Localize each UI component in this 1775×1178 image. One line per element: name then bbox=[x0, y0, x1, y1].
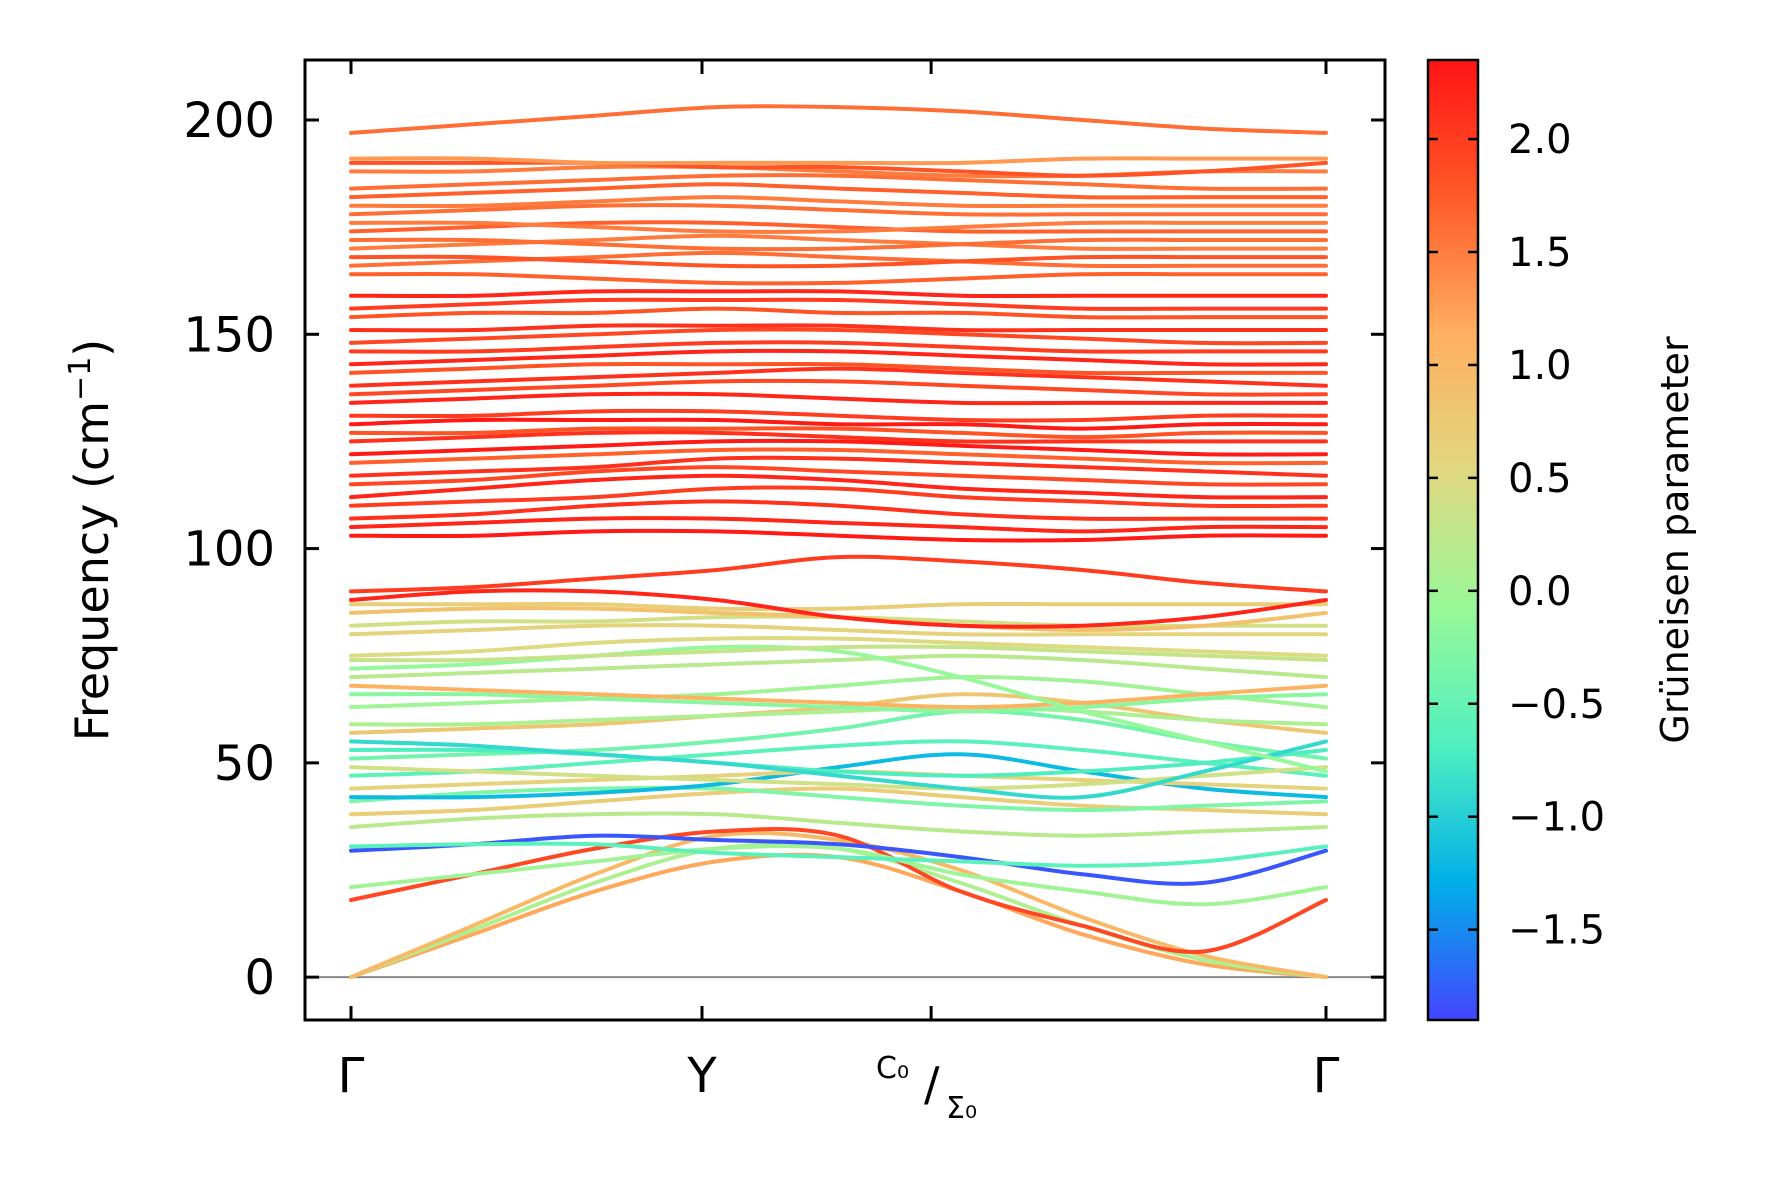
band-hi-1 bbox=[349, 271, 1328, 286]
band-opt-2 bbox=[349, 516, 1328, 534]
colorbar-tick-label: 1.0 bbox=[1508, 343, 1572, 389]
y-tick-label: 200 bbox=[183, 93, 275, 149]
band-hi-13 bbox=[349, 160, 1328, 178]
band-opt-9 bbox=[349, 438, 1328, 457]
band-low-a bbox=[349, 827, 1328, 954]
band-low-r bbox=[349, 691, 1328, 714]
y-axis-label-close: ) bbox=[65, 339, 119, 357]
band-mid-b bbox=[349, 554, 1328, 594]
y-axis-label-sup: −1 bbox=[63, 357, 98, 401]
y-tick-label: 50 bbox=[214, 736, 275, 792]
band-low-v bbox=[349, 644, 1328, 663]
kpoint-label-sigma0: Σ₀ bbox=[946, 1091, 977, 1126]
y-axis-label-main: Frequency (cm bbox=[65, 401, 119, 741]
y-tick-label: 100 bbox=[183, 522, 275, 578]
kpoint-label-slash: / bbox=[924, 1057, 940, 1111]
kpoint-label-y: Y bbox=[686, 1048, 717, 1104]
band-opt-24 bbox=[349, 289, 1328, 299]
band-opt-1 bbox=[349, 528, 1328, 543]
y-axis-label: Frequency (cm−1) bbox=[63, 339, 119, 742]
colorbar bbox=[1426, 58, 1480, 1022]
band-opt-16 bbox=[349, 366, 1328, 388]
band-opt-5 bbox=[349, 473, 1328, 500]
band-hi-5 bbox=[349, 237, 1328, 252]
band-mid-a bbox=[349, 588, 1328, 629]
band-hi-10 bbox=[349, 182, 1328, 200]
colorbar-tick-label: −1.0 bbox=[1508, 795, 1605, 841]
band-opt-21 bbox=[349, 323, 1328, 333]
band-low-top bbox=[349, 601, 1328, 612]
band-opt-18 bbox=[349, 348, 1328, 367]
band-opt-14 bbox=[349, 391, 1328, 406]
band-low-t bbox=[349, 653, 1328, 680]
band-opt-23 bbox=[349, 297, 1328, 311]
colorbar-label: Grüneisen parameter bbox=[1653, 336, 1697, 744]
band-opt-13 bbox=[349, 408, 1328, 423]
band-acoustic-3 bbox=[349, 831, 1328, 980]
kpoint-label-gamma-end: Γ bbox=[1313, 1048, 1340, 1104]
colorbar-tick-label: 0.5 bbox=[1508, 456, 1572, 502]
band-low-n bbox=[349, 739, 1328, 800]
band-low-u bbox=[349, 644, 1328, 774]
band-low-j bbox=[349, 739, 1328, 778]
band-opt-10 bbox=[349, 430, 1328, 444]
colorbar-tick-label: 0.0 bbox=[1508, 569, 1572, 615]
band-low-q bbox=[349, 674, 1328, 710]
band-low-w bbox=[349, 636, 1328, 658]
band-low-x bbox=[349, 623, 1328, 637]
band-low-d bbox=[349, 841, 1328, 868]
colorbar-tick-label: −1.5 bbox=[1508, 908, 1605, 954]
svg-text:Frequency (cm−1): Frequency (cm−1) bbox=[63, 339, 119, 742]
band-opt-3 bbox=[349, 499, 1328, 521]
band-low-b bbox=[349, 844, 1328, 907]
band-opt-4 bbox=[349, 485, 1328, 509]
band-hi-11 bbox=[349, 173, 1328, 191]
plot-frame bbox=[303, 58, 1387, 1022]
band-hi-3 bbox=[349, 254, 1328, 269]
band-opt-6 bbox=[349, 465, 1328, 487]
band-hi-7 bbox=[349, 220, 1328, 234]
band-low-k bbox=[349, 765, 1328, 791]
kpoint-label-c0-sigma0: C₀ / Σ₀ bbox=[876, 1051, 977, 1126]
phonon-bands bbox=[349, 104, 1328, 980]
band-opt-15 bbox=[349, 378, 1328, 397]
band-opt-11 bbox=[349, 426, 1328, 440]
band-opt-20 bbox=[349, 327, 1328, 346]
band-low-l bbox=[349, 709, 1328, 761]
band-low-p bbox=[349, 705, 1328, 727]
band-opt-19 bbox=[349, 340, 1328, 354]
y-axis-ticks: 0 50 100 150 200 bbox=[183, 93, 1385, 1006]
band-hi-14 bbox=[349, 156, 1328, 166]
x-axis-ticks bbox=[349, 60, 1328, 1020]
band-hi-9 bbox=[349, 195, 1328, 209]
band-low-e bbox=[349, 811, 1328, 838]
colorbar-tick-label: 1.5 bbox=[1508, 230, 1572, 276]
band-low-s bbox=[349, 683, 1328, 710]
band-opt-8 bbox=[349, 447, 1328, 466]
kpoint-label-gamma-start: Γ bbox=[338, 1048, 365, 1104]
band-low-m bbox=[349, 747, 1328, 778]
colorbar-tick-label: −0.5 bbox=[1508, 682, 1605, 728]
band-opt-22 bbox=[349, 306, 1328, 320]
y-tick-label: 0 bbox=[244, 950, 275, 1006]
band-opt-17 bbox=[349, 361, 1328, 376]
band-low-g bbox=[349, 785, 1328, 813]
band-hi-8 bbox=[349, 203, 1328, 217]
colorbar-ticks: 2.0 1.5 1.0 0.5 0.0 −0.5 −1.0 −1.5 bbox=[1428, 117, 1605, 954]
band-opt-12 bbox=[349, 417, 1328, 431]
colorbar-tick-label: 2.0 bbox=[1508, 117, 1572, 163]
band-hi-top bbox=[349, 104, 1328, 135]
y-tick-label: 150 bbox=[183, 307, 275, 363]
band-low-c bbox=[349, 833, 1328, 886]
band-opt-7 bbox=[349, 455, 1328, 478]
kpoint-label-c0: C₀ bbox=[876, 1051, 909, 1086]
